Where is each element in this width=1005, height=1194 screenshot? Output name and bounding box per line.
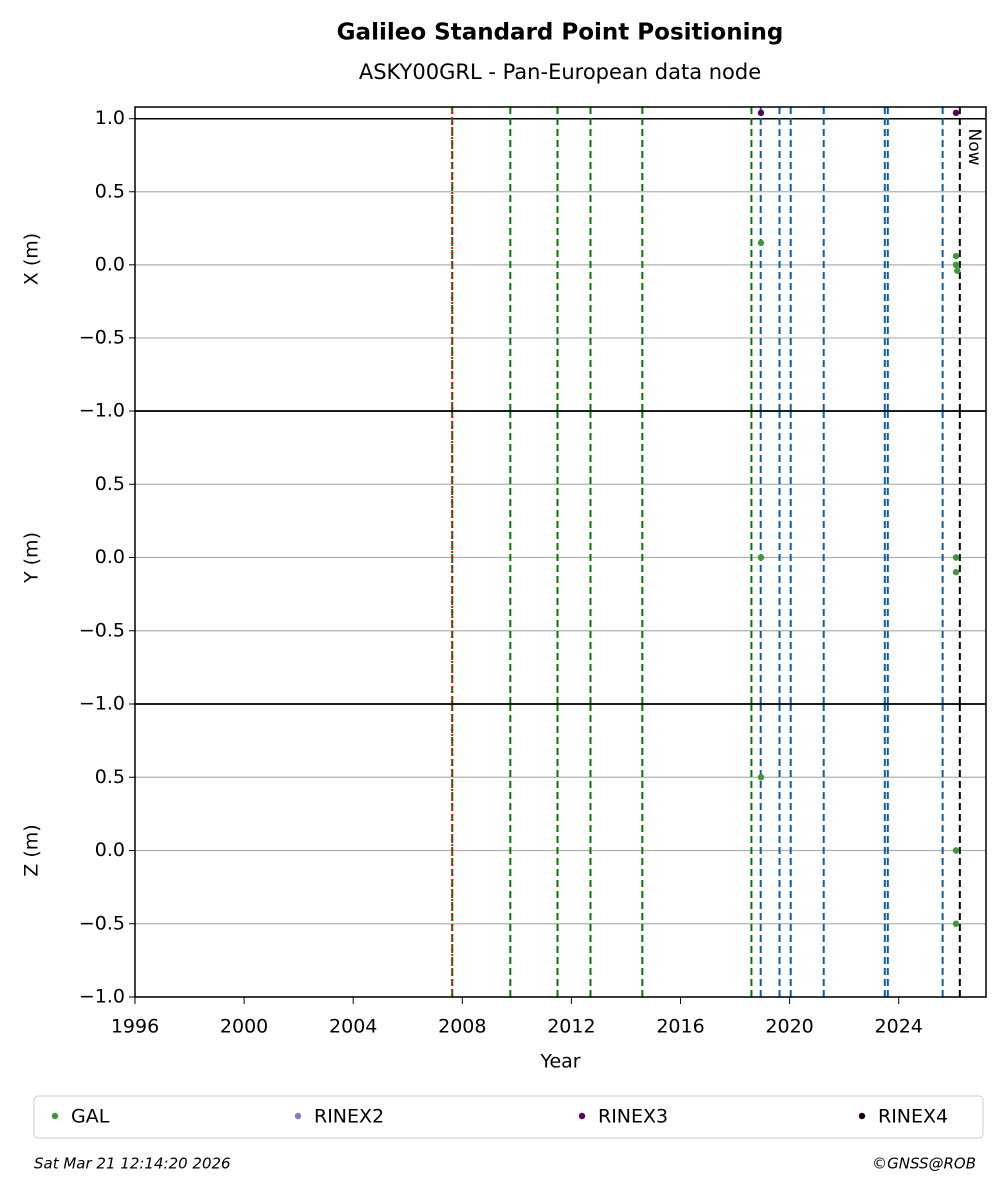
now-annotation: Now xyxy=(964,128,984,165)
x-tick-label: 2016 xyxy=(656,1016,704,1038)
y-tick-label: 0.0 xyxy=(95,546,125,568)
footer-credit: ©GNSS@ROB xyxy=(872,1155,976,1173)
x-tick-label: 2024 xyxy=(875,1016,923,1038)
data-point xyxy=(952,847,960,854)
x-axis-label: Year xyxy=(539,1051,580,1073)
data-point xyxy=(952,920,960,927)
x-tick-label: 2020 xyxy=(765,1016,813,1038)
y-tick-label: −0.5 xyxy=(79,912,125,934)
y-tick-label: −0.5 xyxy=(79,326,125,348)
x-tick-label: 2000 xyxy=(220,1016,268,1038)
y-tick-label: 0.5 xyxy=(95,766,125,788)
plot-frame xyxy=(134,703,987,998)
data-point xyxy=(952,252,960,260)
x-tick-label: 1996 xyxy=(111,1016,159,1038)
data-point xyxy=(757,554,765,561)
legend-label: RINEX3 xyxy=(598,1106,668,1128)
data-point xyxy=(952,261,960,269)
legend-marker xyxy=(578,1112,586,1120)
y-tick-label: 1.0 xyxy=(95,107,125,129)
data-point xyxy=(757,109,765,117)
data-point xyxy=(954,267,961,274)
data-point xyxy=(952,554,960,561)
data-point xyxy=(757,774,765,781)
y-axis-label: Y (m) xyxy=(21,532,43,584)
chart-subtitle: ASKY00GRL - Pan-European data node xyxy=(359,60,761,84)
y-tick-label: 0.0 xyxy=(95,253,125,275)
x-tick-label: 2012 xyxy=(547,1016,595,1038)
x-tick-label: 2004 xyxy=(329,1016,377,1038)
footer-date: Sat Mar 21 12:14:20 2026 xyxy=(34,1155,231,1173)
y-tick-label: −1.0 xyxy=(79,400,125,422)
y-axis-label: Z (m) xyxy=(21,824,43,876)
y-tick-label: −1.0 xyxy=(79,986,125,1008)
legend-label: RINEX2 xyxy=(314,1106,384,1128)
y-tick-label: −1.0 xyxy=(79,693,125,715)
y-tick-label: 0.5 xyxy=(95,180,125,202)
data-point xyxy=(952,109,960,117)
y-tick-label: −0.5 xyxy=(79,619,125,641)
legend-marker xyxy=(294,1112,302,1120)
data-point xyxy=(952,568,960,576)
data-point xyxy=(757,239,765,247)
legend-label: GAL xyxy=(71,1106,110,1128)
legend-marker xyxy=(858,1112,866,1120)
y-tick-label: 0.0 xyxy=(95,839,125,861)
legend-box xyxy=(33,1095,984,1139)
y-axis-label: X (m) xyxy=(21,233,43,285)
y-tick-label: 0.5 xyxy=(95,473,125,495)
legend-marker xyxy=(51,1112,59,1120)
x-tick-label: 2008 xyxy=(438,1016,486,1038)
legend-label: RINEX4 xyxy=(878,1106,948,1128)
chart-title: Galileo Standard Point Positioning xyxy=(337,20,784,46)
